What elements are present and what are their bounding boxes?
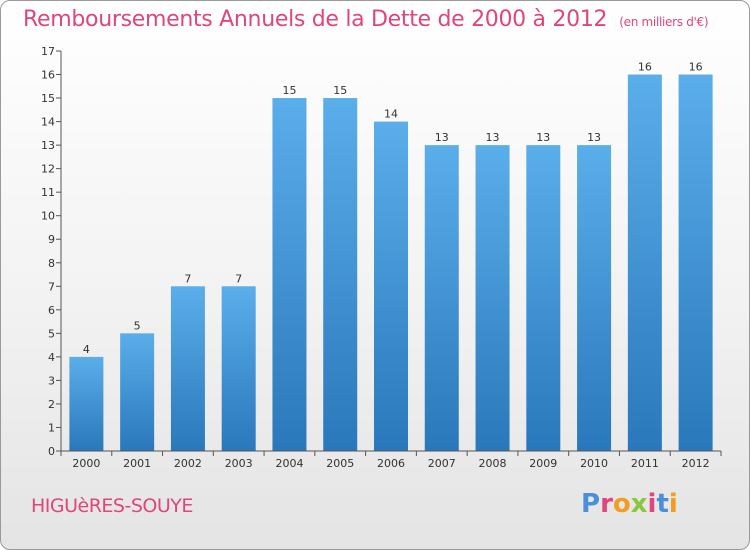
data-label-2006: 14 (384, 108, 398, 121)
y-tick-label-4: 4 (48, 351, 55, 364)
data-label-2009: 13 (536, 131, 550, 144)
data-label-2007: 13 (435, 131, 449, 144)
data-label-2003: 7 (235, 272, 242, 285)
y-tick-label-3: 3 (48, 374, 55, 387)
commune-name: HIGUèRES-SOUYE (31, 495, 193, 517)
logo-letter: P (581, 489, 601, 519)
data-label-2010: 13 (587, 131, 601, 144)
y-tick-label-16: 16 (41, 69, 55, 82)
data-label-2004: 15 (282, 84, 296, 97)
x-tick-label-2011: 2011 (631, 457, 659, 470)
y-tick-label-11: 11 (41, 186, 55, 199)
x-tick-label-2002: 2002 (174, 457, 202, 470)
bar-2011 (627, 74, 662, 451)
bar-2001 (120, 333, 155, 451)
y-tick-label-2: 2 (48, 398, 55, 411)
x-tick-label-2003: 2003 (225, 457, 253, 470)
x-tick-label-2006: 2006 (377, 457, 405, 470)
y-tick-label-12: 12 (41, 163, 55, 176)
bar-2005 (323, 98, 358, 451)
chart-title: Remboursements Annuels de la Dette de 20… (23, 7, 608, 32)
y-tick-label-5: 5 (48, 327, 55, 340)
x-tick-label-2004: 2004 (275, 457, 303, 470)
data-label-2002: 7 (184, 272, 191, 285)
bar-2000 (69, 356, 104, 451)
bar-2004 (272, 98, 307, 451)
y-tick-label-0: 0 (48, 445, 55, 458)
data-label-2005: 15 (333, 84, 347, 97)
logo-letter: r (600, 489, 613, 519)
chart-subtitle: (en milliers d'€) (619, 15, 709, 29)
logo-letter: i (647, 489, 657, 519)
proxiti-logo: Proxiti (581, 489, 678, 519)
bar-2010 (577, 145, 612, 451)
data-label-2000: 4 (83, 343, 90, 356)
logo-letter: o (612, 489, 631, 519)
logo-letter: i (668, 489, 678, 519)
bar-2009 (526, 145, 561, 451)
bar-2006 (374, 121, 408, 452)
y-tick-label-10: 10 (41, 210, 55, 223)
x-tick-label-2005: 2005 (326, 457, 354, 470)
chart-title-block: Remboursements Annuels de la Dette de 20… (23, 7, 709, 32)
y-tick-label-8: 8 (48, 257, 55, 270)
x-tick-label-2000: 2000 (72, 457, 100, 470)
y-tick-label-1: 1 (48, 421, 55, 434)
y-tick-label-17: 17 (41, 45, 55, 58)
x-tick-label-2010: 2010 (580, 457, 608, 470)
data-label-2012: 16 (689, 61, 703, 74)
y-tick-label-7: 7 (48, 280, 55, 293)
bar-2012 (678, 74, 713, 451)
bar-2007 (424, 145, 459, 451)
x-tick-label-2009: 2009 (529, 457, 557, 470)
y-tick-label-14: 14 (41, 116, 55, 129)
bar-2008 (475, 145, 510, 451)
y-tick-label-13: 13 (41, 139, 55, 152)
data-label-2001: 5 (134, 319, 141, 332)
y-tick-label-9: 9 (48, 233, 55, 246)
y-tick-label-6: 6 (48, 304, 55, 317)
bar-2003 (221, 286, 256, 451)
x-tick-label-2008: 2008 (479, 457, 507, 470)
x-tick-label-2001: 2001 (123, 457, 151, 470)
data-label-2011: 16 (638, 61, 652, 74)
logo-letter: t (656, 489, 669, 519)
bar-2002 (170, 286, 205, 451)
y-tick-label-15: 15 (41, 92, 55, 105)
data-label-2008: 13 (486, 131, 500, 144)
x-tick-label-2012: 2012 (682, 457, 710, 470)
logo-letter: x (630, 489, 648, 519)
x-tick-label-2007: 2007 (428, 457, 456, 470)
